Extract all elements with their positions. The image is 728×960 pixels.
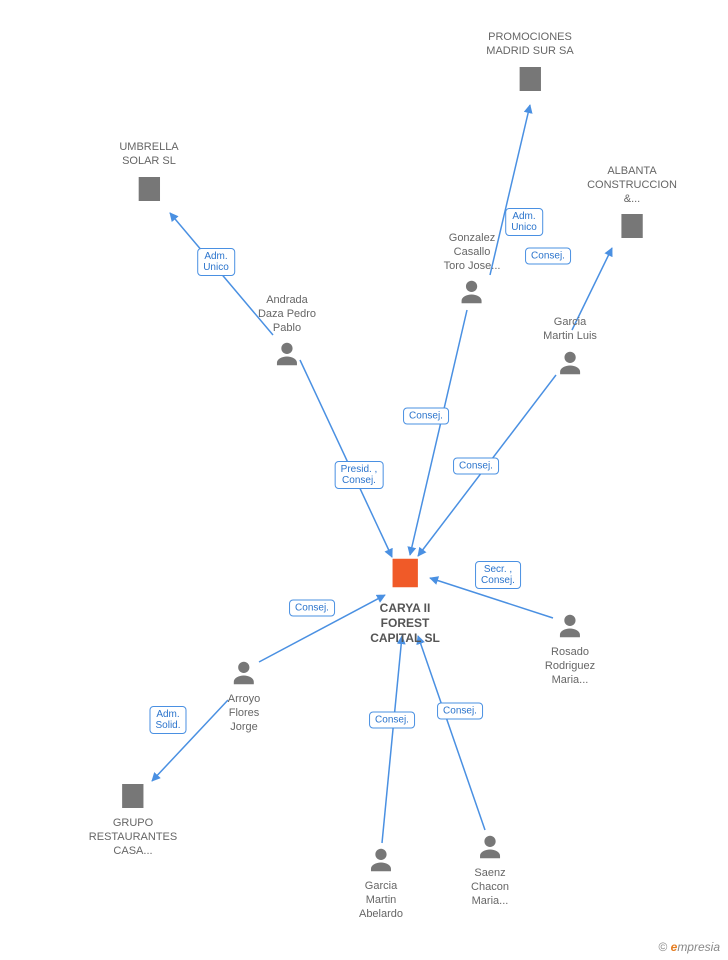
node-label: Arroyo Flores Jorge [228,693,260,734]
node-label: UMBRELLA SOLAR SL [119,141,178,169]
node-grupo[interactable]: GRUPO RESTAURANTES CASA... [89,780,177,862]
node-label: Garcia Martin Luis [543,316,597,344]
node-label: Gonzalez Casallo Toro Jose... [444,232,501,273]
person-icon [366,845,396,875]
edge-label: Adm. Unico [197,248,235,276]
node-rosado[interactable]: Rosado Rodriguez Maria... [545,611,595,691]
person-icon [555,611,585,641]
edge-line [300,360,392,557]
copyright: © empresia [658,940,720,954]
node-carya[interactable]: CARYA II FOREST CAPITAL SL [370,554,440,650]
node-label: ALBANTA CONSTRUCCION &... [587,165,677,206]
node-garcia_luis[interactable]: Garcia Martin Luis [543,316,597,383]
node-gonzalez[interactable]: Gonzalez Casallo Toro Jose... [444,232,501,312]
building-icon [133,173,165,205]
node-label: Rosado Rodriguez Maria... [545,646,595,687]
node-umbrella[interactable]: UMBRELLA SOLAR SL [119,141,178,210]
copyright-symbol: © [658,940,667,954]
node-arroyo[interactable]: Arroyo Flores Jorge [228,658,260,738]
node-albanta[interactable]: ALBANTA CONSTRUCCION &... [587,165,677,247]
edge-label: Consej. [453,458,499,475]
node-saenz[interactable]: Saenz Chacon Maria... [471,832,509,912]
node-label: CARYA II FOREST CAPITAL SL [370,601,440,646]
node-label: PROMOCIONES MADRID SUR SA [486,31,573,59]
edge-label: Consej. [403,408,449,425]
building-icon [386,554,424,592]
edge-line [410,310,467,555]
building-icon [616,210,648,242]
person-icon [555,348,585,378]
edge-label: Consej. [525,248,571,265]
node-label: Andrada Daza Pedro Pablo [258,294,316,335]
node-andrada[interactable]: Andrada Daza Pedro Pablo [258,294,316,374]
edge-label: Adm. Solid. [149,706,186,734]
person-icon [272,339,302,369]
brand-rest: mpresia [677,940,720,954]
node-label: Saenz Chacon Maria... [471,867,509,908]
edge-line [418,636,485,830]
edge-line [382,636,402,843]
node-garcia_abelardo[interactable]: Garcia Martin Abelardo [359,845,403,925]
edge-label: Presid. , Consej. [335,461,384,489]
person-icon [457,277,487,307]
node-label: GRUPO RESTAURANTES CASA... [89,817,177,858]
building-icon [117,780,149,812]
building-icon [514,63,546,95]
edge-label: Consej. [437,703,483,720]
person-icon [229,658,259,688]
edge-label: Consej. [289,600,335,617]
edge-label: Consej. [369,712,415,729]
edge-label: Adm. Unico [505,208,543,236]
network-diagram: CARYA II FOREST CAPITAL SL UMBRELLA SOLAR… [0,0,728,960]
edge-label: Secr. , Consej. [475,561,521,589]
node-label: Garcia Martin Abelardo [359,880,403,921]
node-promociones[interactable]: PROMOCIONES MADRID SUR SA [486,31,573,100]
person-icon [475,832,505,862]
